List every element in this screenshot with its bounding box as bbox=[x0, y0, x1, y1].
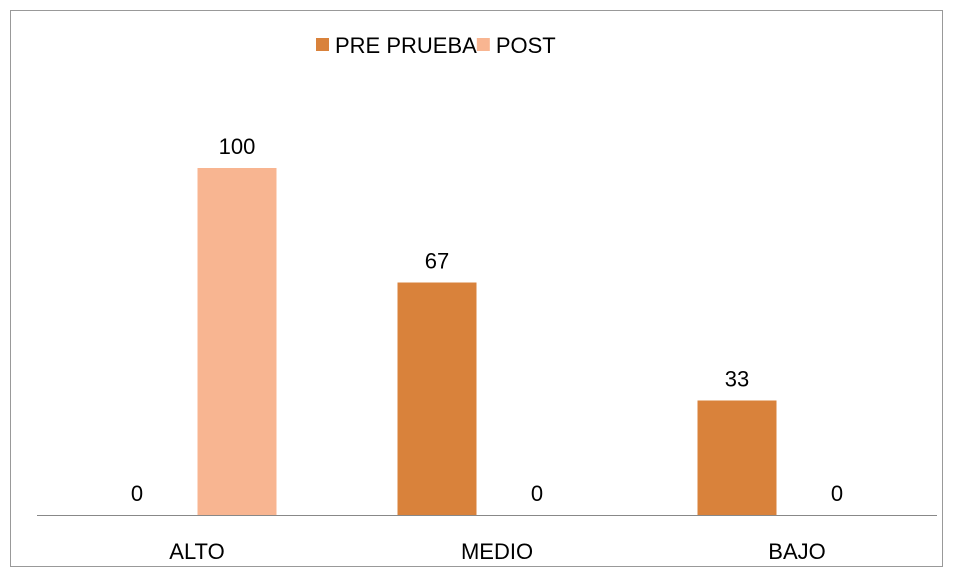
bar bbox=[197, 168, 277, 515]
bar bbox=[397, 282, 477, 515]
data-label: 33 bbox=[725, 366, 749, 391]
data-label: 67 bbox=[425, 249, 449, 274]
legend-label: POST bbox=[496, 33, 556, 58]
data-label: 0 bbox=[131, 481, 143, 506]
data-label: 100 bbox=[219, 134, 256, 159]
legend-label: PRE PRUEBA bbox=[335, 33, 477, 58]
x-tick-label: BAJO bbox=[768, 539, 825, 564]
data-label: 0 bbox=[531, 481, 543, 506]
x-tick-label: MEDIO bbox=[461, 539, 533, 564]
bar bbox=[697, 400, 777, 515]
x-tick-label: ALTO bbox=[169, 539, 224, 564]
legend-swatch bbox=[316, 38, 329, 51]
legend-swatch bbox=[476, 38, 490, 51]
data-label: 0 bbox=[831, 481, 843, 506]
